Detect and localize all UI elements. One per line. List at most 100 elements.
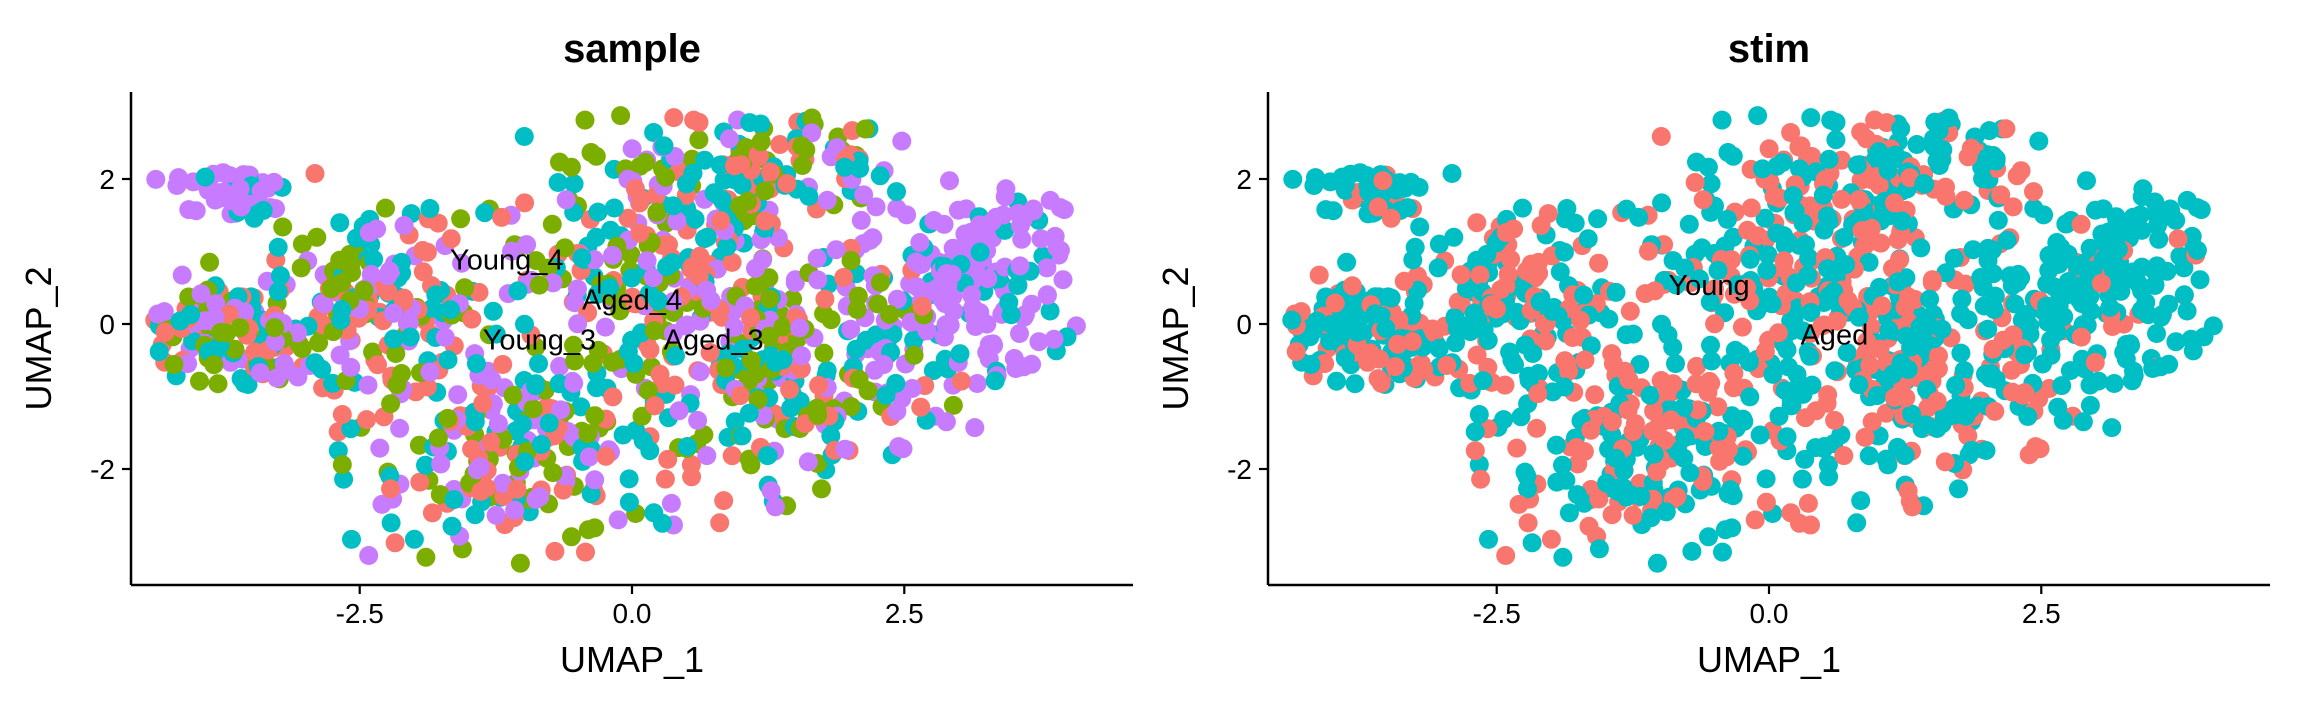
scatter-point	[1774, 251, 1794, 271]
scatter-point	[2114, 342, 2134, 362]
scatter-point	[636, 153, 655, 172]
scatter-point	[841, 319, 861, 339]
scatter-point	[1955, 274, 1975, 294]
scatter-point	[2123, 262, 2143, 282]
scatter-point	[514, 127, 534, 146]
scatter-point	[1929, 156, 1949, 175]
scatter-point	[1825, 361, 1845, 381]
scatter-point	[225, 339, 245, 359]
scatter-point	[1740, 387, 1760, 407]
scatter-point	[190, 371, 209, 391]
scatter-point	[1373, 171, 1393, 191]
scatter-point	[555, 238, 575, 258]
scatter-point	[1750, 425, 1770, 445]
scatter-point	[603, 245, 622, 265]
scatter-point	[1851, 491, 1871, 511]
scatter-point	[993, 205, 1013, 225]
scatter-point	[556, 190, 576, 210]
scatter-point	[1321, 314, 1341, 334]
scatter-point	[483, 301, 503, 321]
scatter-point	[2166, 332, 2186, 352]
scatter-point	[961, 222, 981, 242]
scatter-point	[773, 317, 793, 337]
scatter-point	[1713, 542, 1732, 562]
scatter-point	[2018, 407, 2038, 426]
scatter-point	[860, 230, 880, 250]
scatter-point	[1602, 505, 1622, 525]
scatter-point	[1442, 164, 1462, 183]
x-tick-label: 0.0	[1750, 598, 1789, 629]
scatter-point	[677, 437, 697, 456]
scatter-point	[1907, 135, 1927, 154]
scatter-point	[1952, 289, 1972, 309]
scatter-point	[410, 472, 430, 492]
scatter-point	[1778, 357, 1798, 377]
scatter-point	[178, 354, 198, 374]
scatter-point	[2052, 376, 2072, 396]
scatter-point	[1325, 293, 1345, 313]
scatter-point	[1567, 485, 1587, 505]
y-tick-label: -2	[90, 454, 115, 485]
scatter-point	[2130, 205, 2150, 225]
scatter-point	[1722, 250, 1741, 270]
scatter-point	[1044, 329, 1064, 349]
scatter-point	[962, 285, 982, 305]
scatter-point	[1767, 156, 1787, 176]
chart-title: stim	[1728, 27, 1810, 71]
scatter-point	[503, 385, 523, 405]
scatter-point	[785, 273, 805, 293]
scatter-point	[1501, 249, 1521, 269]
scatter-point	[1890, 250, 1910, 270]
scatter-point	[1309, 265, 1329, 285]
scatter-point	[1571, 310, 1590, 330]
scatter-point	[1579, 516, 1599, 536]
scatter-point	[1517, 261, 1536, 281]
scatter-point	[2081, 301, 2101, 321]
scatter-point	[1991, 185, 2011, 205]
scatter-point	[978, 269, 998, 289]
scatter-point	[1997, 230, 2017, 250]
scatter-point	[1986, 151, 2006, 171]
scatter-point	[367, 219, 387, 239]
scatter-point	[1687, 152, 1706, 172]
scatter-point	[1819, 467, 1839, 487]
scatter-point	[815, 289, 835, 309]
scatter-point	[1806, 438, 1826, 458]
scatter-point	[1936, 177, 1955, 197]
scatter-point	[1008, 203, 1028, 223]
scatter-point	[488, 414, 508, 434]
scatter-point	[1450, 315, 1470, 335]
scatter-point	[1781, 123, 1801, 142]
scatter-point	[1879, 320, 1899, 340]
scatter-point	[1946, 375, 1966, 395]
scatter-point	[543, 463, 563, 483]
scatter-point	[600, 278, 620, 298]
scatter-point	[1465, 422, 1485, 442]
scatter-point	[1402, 332, 1422, 352]
scatter-point	[1961, 138, 1981, 158]
scatter-point	[451, 209, 471, 229]
scatter-point	[904, 330, 924, 350]
cluster-label: Young	[1668, 270, 1749, 302]
scatter-point	[441, 229, 461, 249]
cluster-label: Aged_3	[664, 324, 764, 356]
scatter-point	[292, 234, 312, 254]
scatter-point	[571, 397, 591, 417]
scatter-point	[624, 353, 644, 373]
scatter-point	[1337, 252, 1357, 272]
scatter-point	[689, 112, 709, 132]
scatter-point	[912, 296, 932, 316]
scatter-point	[1717, 209, 1737, 229]
scatter-point	[1687, 356, 1707, 376]
scatter-point	[1342, 276, 1362, 296]
scatter-point	[2177, 301, 2197, 321]
scatter-point	[656, 167, 676, 187]
scatter-point	[1597, 473, 1617, 493]
y-axis-label: UMAP_2	[18, 266, 59, 410]
scatter-point	[906, 252, 926, 272]
scatter-point	[465, 505, 485, 525]
scatter-point	[265, 318, 285, 338]
scatter-point	[1692, 238, 1712, 258]
scatter-point	[643, 268, 663, 288]
scatter-point	[1666, 354, 1685, 374]
